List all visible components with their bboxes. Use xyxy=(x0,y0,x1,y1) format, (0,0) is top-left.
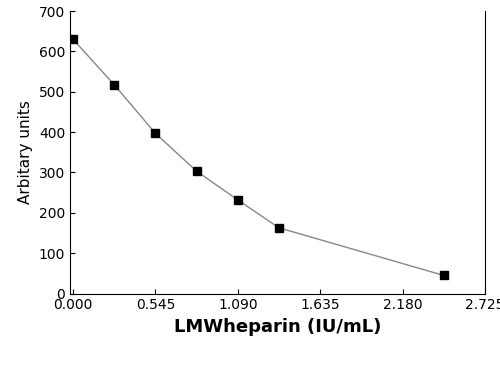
Y-axis label: Arbitary units: Arbitary units xyxy=(18,100,33,204)
X-axis label: LMWheparin (IU/mL): LMWheparin (IU/mL) xyxy=(174,318,381,336)
